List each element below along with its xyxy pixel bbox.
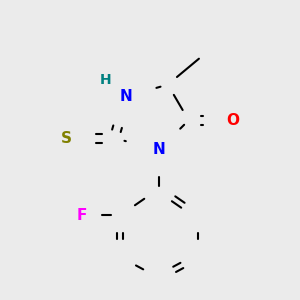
Text: O: O: [227, 113, 240, 128]
Text: N: N: [120, 89, 133, 104]
Text: F: F: [76, 208, 87, 223]
Text: S: S: [61, 130, 72, 146]
Text: H: H: [100, 73, 111, 87]
Text: N: N: [152, 142, 165, 158]
